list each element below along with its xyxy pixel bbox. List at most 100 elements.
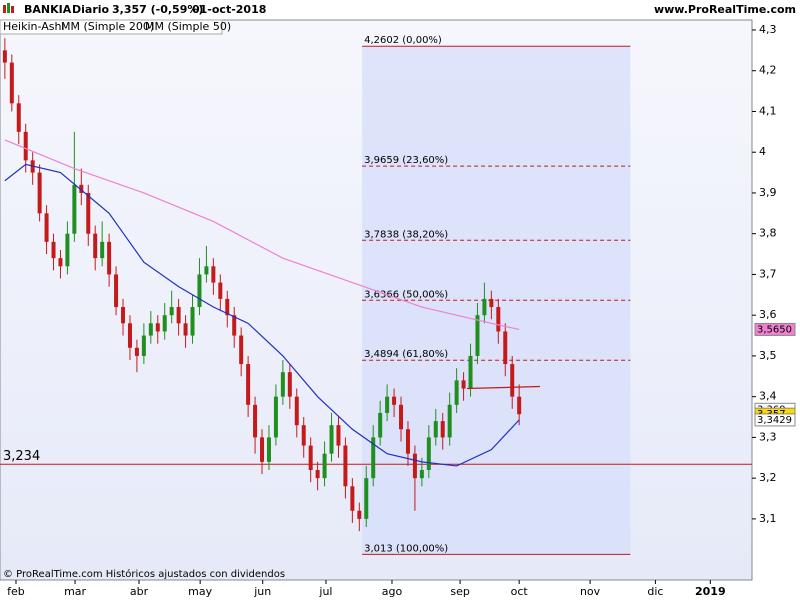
candle-body xyxy=(294,396,299,426)
candle-body xyxy=(378,412,383,438)
candle-body xyxy=(79,184,84,193)
support-label: 3,234 xyxy=(3,449,40,464)
y-tick-label: 4,3 xyxy=(759,23,777,36)
x-tick-label: jul xyxy=(318,585,332,598)
legend-entry: MM (Simple 50) xyxy=(145,20,231,33)
price-tag xyxy=(754,413,796,427)
candle-body xyxy=(433,421,438,438)
y-tick-label: 3,5 xyxy=(759,349,777,362)
candle-body xyxy=(65,233,70,267)
candle-body xyxy=(169,307,174,316)
symbol: BANKIA xyxy=(24,3,72,16)
fib-label: 3,6366 (50,00%) xyxy=(364,289,448,300)
candle-body xyxy=(93,233,98,259)
candle-body xyxy=(37,172,42,214)
fib-label: 4,2602 (0,00%) xyxy=(364,35,442,46)
candle-body xyxy=(468,355,473,389)
fib-label: 3,013 (100,00%) xyxy=(364,543,448,554)
candle-body xyxy=(190,307,195,336)
icon xyxy=(3,5,6,13)
candle-body xyxy=(225,298,230,316)
fib-label: 3,9659 (23,60%) xyxy=(364,155,448,166)
candle-body xyxy=(2,50,7,63)
x-tick-label: oct xyxy=(511,585,529,598)
y-tick-label: 4,2 xyxy=(759,64,777,77)
y-tick-label: 3,3 xyxy=(759,430,777,443)
candle-body xyxy=(503,331,508,365)
candle-body xyxy=(447,404,452,438)
candle-body xyxy=(385,396,390,413)
candle-body xyxy=(148,323,153,336)
candle-body xyxy=(183,323,188,336)
candle-body xyxy=(211,266,216,283)
price-tag-label: 3,3429 xyxy=(757,415,792,426)
candle-body xyxy=(329,425,334,454)
fib-label: 3,4894 (61,80%) xyxy=(364,349,448,360)
candle-body xyxy=(127,323,132,348)
candle-body xyxy=(58,258,63,267)
candle-body xyxy=(364,478,369,519)
candle-body xyxy=(475,315,480,356)
moving-average xyxy=(4,163,520,467)
y-tick-label: 3,1 xyxy=(759,512,777,525)
candle-body xyxy=(72,184,77,234)
candle-body xyxy=(308,445,313,470)
x-tick-label: feb xyxy=(7,585,25,598)
candle-body xyxy=(16,103,21,132)
candle-body xyxy=(426,437,431,470)
candle-body xyxy=(239,335,244,365)
x-tick-label: jun xyxy=(253,585,271,598)
candle-body xyxy=(315,469,320,479)
candle-body xyxy=(253,404,258,438)
candle-body xyxy=(23,131,28,161)
candle-body xyxy=(510,364,515,397)
candle-body xyxy=(176,307,181,324)
price-tag xyxy=(754,322,796,336)
candle-body xyxy=(489,298,494,308)
legend xyxy=(0,19,223,35)
candle-body xyxy=(86,192,91,234)
trendline xyxy=(467,385,541,390)
candle-body xyxy=(9,62,14,104)
x-tick-label: 2019 xyxy=(695,585,726,598)
candle-body xyxy=(287,372,292,397)
candle-body xyxy=(218,282,223,299)
candle-body xyxy=(336,425,341,446)
x-tick-label: nov xyxy=(580,585,601,598)
candle-body xyxy=(197,274,202,308)
candle-body xyxy=(280,372,285,397)
y-tick-label: 3,8 xyxy=(759,227,777,240)
legend-entry: Heikin-Ashi xyxy=(3,20,65,33)
y-tick-label: 3,9 xyxy=(759,186,777,199)
candle-body xyxy=(204,266,209,275)
candle-body xyxy=(412,453,417,479)
x-tick-label: ago xyxy=(382,585,403,598)
icon xyxy=(11,6,14,13)
candle-body xyxy=(392,396,397,405)
candle-body xyxy=(301,425,306,446)
candle-body xyxy=(350,486,355,511)
footer: © ProRealTime.com Históricos ajustados c… xyxy=(3,568,285,580)
candle-body xyxy=(440,421,445,438)
candle-body xyxy=(371,437,376,479)
candle-body xyxy=(246,364,251,405)
candle-body xyxy=(496,307,501,332)
y-tick-label: 4,1 xyxy=(759,104,777,117)
price-tag-label: 3,5650 xyxy=(757,324,792,335)
quote: 3,357 (-0,59%) xyxy=(112,3,203,16)
candle-body xyxy=(482,298,487,316)
y-tick-label: 3,6 xyxy=(759,308,777,321)
candle-body xyxy=(266,437,271,462)
x-tick-label: may xyxy=(188,585,212,598)
x-tick-label: abr xyxy=(130,585,149,598)
candle-body xyxy=(517,396,522,415)
candle-body xyxy=(134,347,139,356)
header-bar xyxy=(0,0,800,19)
candle-body xyxy=(100,241,105,259)
fib-label: 3,7838 (38,20%) xyxy=(364,229,448,240)
x-tick-label: sep xyxy=(450,585,469,598)
legend-entry: MM (Simple 200) xyxy=(61,20,154,33)
site: www.ProRealTime.com xyxy=(654,3,796,16)
x-tick-label: dic xyxy=(647,585,663,598)
